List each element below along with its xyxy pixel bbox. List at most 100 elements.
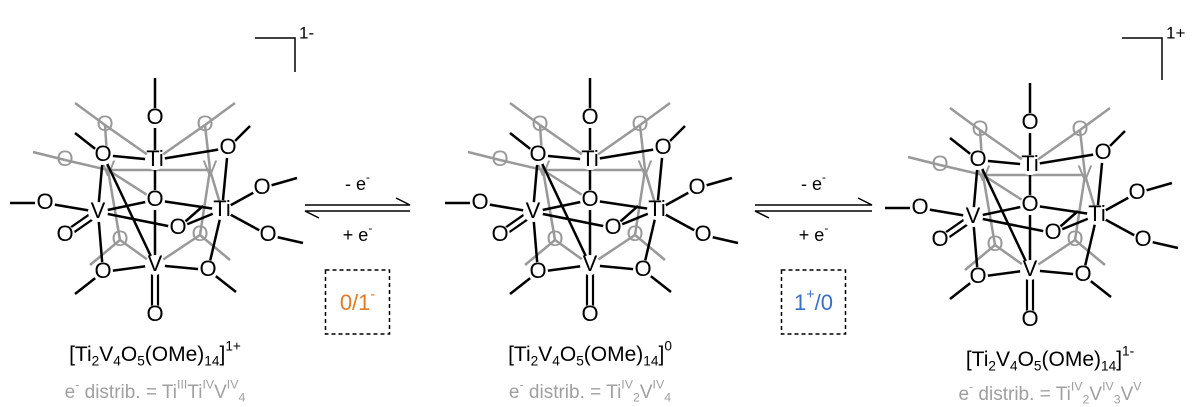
couple-part: + (806, 287, 814, 303)
atom: O (56, 221, 73, 246)
reaction-label-part: + e (343, 225, 369, 245)
distribution-part: V (214, 382, 227, 403)
bond (533, 212, 613, 228)
couple: 0/1- (340, 287, 376, 315)
atom: O (654, 134, 671, 159)
atom: V (638, 156, 653, 181)
reaction-label-part: - e (345, 174, 366, 194)
atom: O (529, 141, 546, 166)
distribution-part: IV (621, 378, 633, 392)
reaction-label: + e- (343, 222, 373, 245)
atom: O (1074, 261, 1091, 286)
reaction-label-part: - e (801, 174, 822, 194)
distribution-part: e (958, 384, 969, 405)
atom: O (581, 186, 598, 211)
formula-part: (OMe) (584, 343, 644, 366)
distribution-part: IV (1102, 380, 1114, 394)
atom: O (96, 111, 113, 136)
atom: O (191, 221, 208, 246)
distribution-part: IV (227, 378, 239, 392)
distribution: e- distrib. = TiIV2VIV4 (509, 378, 671, 405)
atom: O (604, 214, 621, 239)
bond (1030, 205, 1097, 215)
formula-part: 2 (531, 353, 539, 368)
couple-part: 1 (794, 290, 806, 315)
molecule: OOOVVOOOTiOOOVOOTiOOOVOOO (10, 78, 303, 326)
distribution-part: 4 (664, 391, 671, 405)
atom: O (931, 151, 948, 176)
charge: 1+ (1166, 23, 1185, 42)
atom: O (688, 174, 705, 199)
atom: V (91, 198, 106, 223)
atom: O (1134, 226, 1151, 251)
reaction-label-part: - (822, 171, 826, 184)
atom: V (966, 203, 981, 228)
atom: O (1128, 179, 1145, 204)
charge-bracket (255, 38, 295, 72)
atom: O (219, 134, 236, 159)
atom: Ti (146, 146, 164, 171)
atom: O (969, 263, 986, 288)
distribution-part: 4 (238, 391, 245, 405)
formula: [Ti2V4O5(OMe)14]0 (508, 338, 672, 368)
formula-part: [Ti (69, 343, 92, 366)
atom: O (626, 221, 643, 246)
bond (973, 217, 1053, 233)
atom: O (911, 194, 928, 219)
formula-part: O (1018, 348, 1034, 371)
atom: V (203, 156, 218, 181)
atom: O (581, 104, 598, 129)
atom: Ti (1021, 151, 1039, 176)
atom: Ti (581, 146, 599, 171)
atom: V (583, 251, 598, 276)
diagram: OOOVVOOOTiOOOVOOTiOOOVOOO[Ti2V4O5(OMe)14… (0, 0, 1192, 407)
distribution-part: V (1133, 380, 1142, 394)
atom: O (1066, 226, 1083, 251)
distribution-part: III (177, 378, 187, 392)
atom: O (196, 111, 213, 136)
atom: O (1071, 116, 1088, 141)
formula-part: 14 (1101, 358, 1117, 373)
reaction-label-part: - (368, 222, 372, 235)
atom: O (631, 111, 648, 136)
atom: O (1021, 306, 1038, 331)
formula-part: 14 (643, 353, 659, 368)
atom: O (36, 189, 53, 214)
atom: V (1023, 256, 1038, 281)
atom: O (971, 116, 988, 141)
atom: O (694, 221, 711, 246)
distribution-part: V (1089, 384, 1102, 405)
atom: O (169, 214, 186, 239)
reaction-label: + e- (799, 222, 829, 245)
formula-part: 1- (1122, 343, 1134, 358)
atom: Ti (648, 196, 666, 221)
distribution: e- distrib. = TiIIITiIVVIV4 (65, 378, 246, 405)
formula-part: (OMe) (145, 343, 205, 366)
couple: 1+/0 (794, 287, 833, 315)
distribution-part: distrib. = Ti (79, 382, 177, 403)
formula-part: O (560, 343, 576, 366)
bond (98, 212, 178, 228)
molecule: OOOVVOOOTiOOOVOOTiOOOVOOO (885, 83, 1178, 331)
atom: O (199, 256, 216, 281)
distribution-part: IV (653, 378, 665, 392)
formula-part: V (99, 343, 113, 366)
formula-part: 14 (204, 353, 220, 368)
distribution-part: IV (1071, 380, 1083, 394)
atom: O (56, 146, 73, 171)
formula-part: [Ti (966, 348, 989, 371)
atom: O (491, 146, 508, 171)
atom: O (146, 104, 163, 129)
atom: O (94, 141, 111, 166)
formula-part: 2 (988, 358, 996, 373)
atom: O (1044, 219, 1061, 244)
atom: O (146, 301, 163, 326)
distribution-part: Ti (187, 382, 202, 403)
distribution-part: e (509, 382, 520, 403)
atom: V (526, 198, 541, 223)
formula-part: (OMe) (1042, 348, 1102, 371)
atom: O (146, 186, 163, 211)
formula-part: V (538, 343, 552, 366)
atom: O (634, 256, 651, 281)
atom: Ti (1088, 201, 1106, 226)
